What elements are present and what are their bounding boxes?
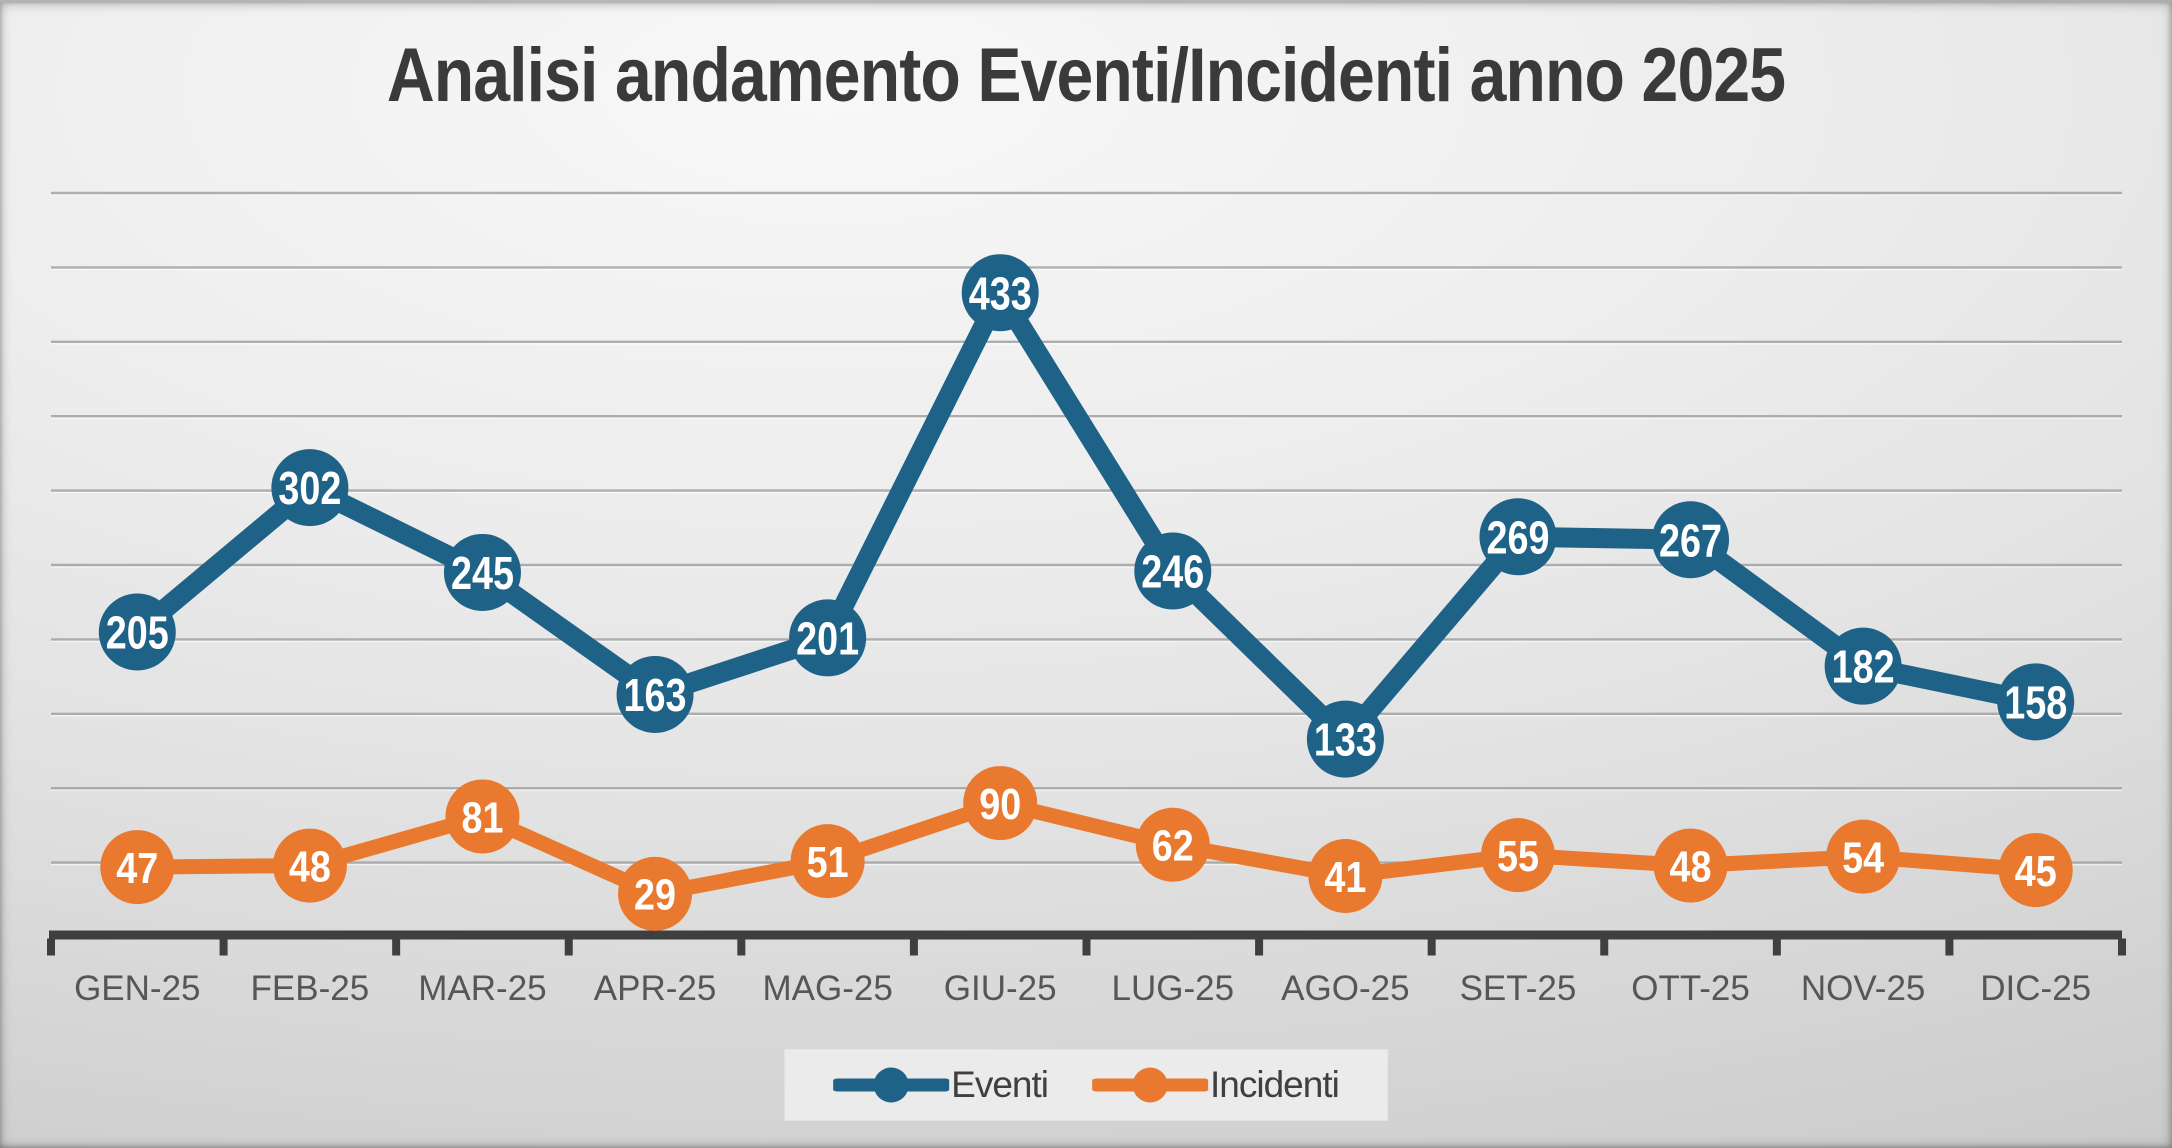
legend-label-incidenti: Incidenti bbox=[1210, 1064, 1340, 1105]
eventi-point bbox=[961, 254, 1039, 332]
eventi-data-label: 201 bbox=[796, 612, 859, 664]
eventi-point bbox=[98, 593, 176, 671]
legend-item-incidenti[interactable]: Incidenti bbox=[1092, 1064, 1340, 1106]
x-axis-tick bbox=[1082, 938, 1091, 956]
eventi-data-label: 245 bbox=[451, 547, 514, 599]
x-axis-tick bbox=[392, 938, 401, 956]
x-axis-tick bbox=[909, 938, 918, 956]
incidenti-data-label: 81 bbox=[461, 793, 503, 842]
eventi-point bbox=[271, 449, 349, 527]
legend-label-eventi: Eventi bbox=[951, 1064, 1049, 1105]
eventi-data-label: 302 bbox=[278, 462, 341, 514]
x-axis-label: MAR-25 bbox=[418, 969, 546, 1008]
chart-title: Analisi andamento Eventi/Incidenti anno … bbox=[386, 33, 1786, 118]
eventi-data-label: 433 bbox=[969, 267, 1032, 319]
incidenti-data-label: 54 bbox=[1842, 833, 1884, 882]
incidenti-line-marker-icon bbox=[1092, 1067, 1209, 1103]
x-axis-label: MAG-25 bbox=[762, 969, 892, 1008]
x-axis-tick bbox=[1600, 938, 1609, 956]
incidenti-point bbox=[790, 824, 865, 899]
incidenti-point bbox=[1653, 828, 1728, 903]
x-axis-tick bbox=[564, 938, 573, 956]
eventi-point bbox=[1479, 498, 1557, 576]
incidenti-data-label: 51 bbox=[807, 838, 849, 887]
eventi-data-label: 269 bbox=[1486, 511, 1549, 563]
x-axis-tick bbox=[47, 938, 55, 956]
x-axis-tick bbox=[1427, 938, 1436, 956]
incidenti-point bbox=[1826, 819, 1901, 894]
x-axis-tick bbox=[1945, 938, 1954, 956]
incidenti-data-label: 29 bbox=[634, 871, 676, 920]
eventi-data-label: 267 bbox=[1659, 514, 1722, 566]
eventi-data-label: 158 bbox=[2004, 676, 2067, 728]
chart-legend: Eventi Incidenti bbox=[785, 1050, 1387, 1120]
incidenti-data-label: 45 bbox=[2015, 847, 2057, 896]
legend-item-eventi[interactable]: Eventi bbox=[833, 1064, 1049, 1106]
x-axis-label: DIC-25 bbox=[1980, 969, 2091, 1008]
eventi-data-label: 246 bbox=[1141, 546, 1204, 598]
eventi-point bbox=[616, 655, 694, 733]
incidenti-data-label: 47 bbox=[116, 844, 158, 893]
eventi-data-label: 182 bbox=[1832, 641, 1895, 693]
incidenti-data-label: 55 bbox=[1497, 832, 1539, 881]
incidenti-data-label: 41 bbox=[1324, 853, 1366, 902]
x-axis-label: OTT-25 bbox=[1631, 969, 1750, 1008]
incidenti-point bbox=[100, 830, 175, 905]
x-axis-label: SET-25 bbox=[1460, 969, 1577, 1008]
x-axis-tick bbox=[2118, 938, 2126, 956]
x-axis-tick bbox=[219, 938, 228, 956]
incidenti-point bbox=[618, 856, 693, 931]
incidenti-point bbox=[1480, 818, 1555, 893]
eventi-point bbox=[789, 599, 867, 677]
eventi-data-label: 133 bbox=[1314, 714, 1377, 766]
eventi-point bbox=[1652, 501, 1730, 579]
eventi-line bbox=[127, 282, 2046, 750]
incidenti-point bbox=[963, 766, 1038, 841]
incidenti-data-label: 48 bbox=[289, 842, 331, 891]
incidenti-point bbox=[1308, 838, 1383, 913]
x-axis-label: GEN-25 bbox=[74, 969, 200, 1008]
incidenti-data-label: 90 bbox=[979, 780, 1021, 829]
x-axis-tick bbox=[737, 938, 746, 956]
x-axis-label: NOV-25 bbox=[1801, 969, 1926, 1008]
incidenti-point bbox=[1135, 807, 1210, 882]
x-axis-tick bbox=[1255, 938, 1264, 956]
eventi-point bbox=[1997, 663, 2075, 741]
incidenti-point bbox=[272, 828, 347, 903]
x-axis-label: FEB-25 bbox=[251, 969, 370, 1008]
eventi-point bbox=[1824, 627, 1902, 705]
eventi-point bbox=[1306, 700, 1384, 778]
x-axis-tick bbox=[1772, 938, 1781, 956]
eventi-point bbox=[443, 533, 521, 611]
incidenti-data-label: 62 bbox=[1152, 822, 1194, 871]
eventi-data-label: 163 bbox=[624, 669, 687, 721]
incidenti-point bbox=[1998, 833, 2073, 908]
eventi-data-label: 205 bbox=[106, 607, 169, 659]
x-axis-label: APR-25 bbox=[594, 969, 717, 1008]
incidenti-data-label: 48 bbox=[1670, 842, 1712, 891]
x-axis-label: GIU-25 bbox=[944, 969, 1057, 1008]
x-axis-label: AGO-25 bbox=[1281, 969, 1409, 1008]
incidenti-line bbox=[129, 795, 2044, 902]
eventi-line-marker-icon bbox=[833, 1067, 950, 1103]
incidenti-point bbox=[445, 779, 520, 854]
x-axis-label: LUG-25 bbox=[1112, 969, 1235, 1008]
eventi-point bbox=[1134, 532, 1212, 610]
